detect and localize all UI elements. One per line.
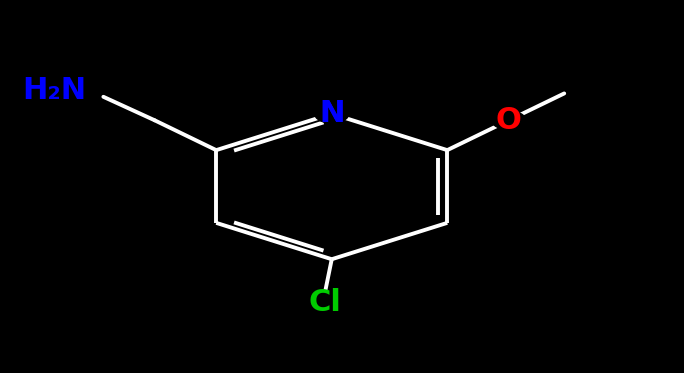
Circle shape (315, 104, 349, 123)
Text: N: N (319, 99, 345, 128)
Text: H₂N: H₂N (22, 76, 86, 105)
Text: N: N (319, 99, 345, 128)
Circle shape (492, 111, 526, 129)
Circle shape (304, 291, 345, 313)
Text: O: O (496, 106, 522, 135)
Text: Cl: Cl (308, 288, 341, 317)
